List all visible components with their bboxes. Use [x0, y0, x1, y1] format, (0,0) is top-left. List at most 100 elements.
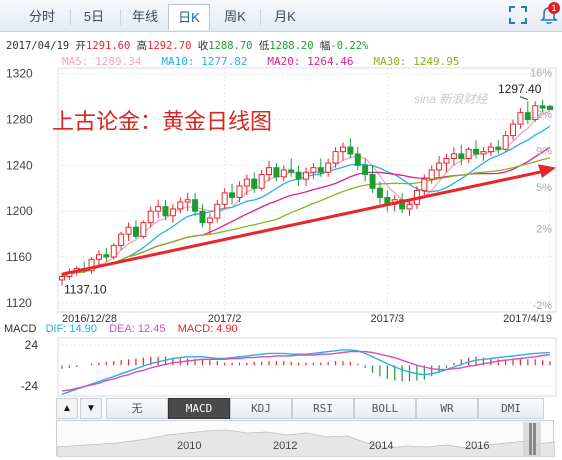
- overlay-title: 上古论金：黄金日线图: [52, 110, 273, 135]
- price-plot-frame: [57, 67, 557, 313]
- y-tick-label: 1120: [6, 296, 32, 310]
- ma20-label: MA20: 1264.46: [267, 55, 354, 68]
- candle-body: [229, 192, 236, 198]
- candle-body: [303, 171, 309, 180]
- quote-date: 2017/04/19: [6, 40, 70, 52]
- pct-tick-label: -2%: [532, 300, 552, 312]
- candle-body: [288, 169, 295, 173]
- candle-body: [317, 167, 324, 173]
- high-value: 1292.70: [147, 40, 192, 52]
- candle-body: [524, 112, 531, 121]
- candle-body: [206, 217, 213, 224]
- y-tick-label: 1200: [6, 204, 33, 218]
- time-navigator[interactable]: 2010 2012 2014 2016: [56, 420, 556, 458]
- dif-label: DIF: 14.90: [45, 323, 97, 335]
- ma10-line: [61, 125, 551, 278]
- indicator-wr-button[interactable]: WR: [416, 398, 478, 419]
- candle-body: [103, 254, 110, 258]
- x-tick-label: 2017/3: [371, 313, 405, 325]
- navigator-handle[interactable]: [533, 423, 536, 455]
- tab-weekly-k[interactable]: 周K: [224, 9, 246, 24]
- indicator-dmi-button[interactable]: DMI: [478, 398, 544, 419]
- arrowhead-icon: [538, 164, 556, 178]
- candle-body: [436, 162, 443, 171]
- dif-line: [61, 349, 551, 395]
- candle-body: [88, 258, 95, 272]
- close-value: 1288.70: [208, 40, 253, 52]
- candle-body: [251, 178, 258, 189]
- candle-body: [214, 203, 221, 219]
- pct-tick-label: 12%: [530, 109, 552, 121]
- candle-body: [140, 222, 147, 237]
- open-value: 1291.60: [86, 40, 131, 52]
- indicator-button-row: 无 MACD KDJ RSI BOLL WR DMI: [56, 398, 546, 419]
- candle-body: [295, 171, 302, 180]
- navigator-year: 2010: [177, 440, 201, 452]
- ma-legend: MA5: 1289.34 MA10: 1277.82 MA20: 1264.46…: [62, 55, 459, 68]
- scroll-up-button[interactable]: ▲: [56, 398, 78, 419]
- macd-y-tick-label: 24: [25, 338, 39, 352]
- indicator-none-button[interactable]: 无: [106, 398, 168, 419]
- candle-body: [132, 226, 139, 237]
- navigator-year: 2014: [369, 440, 393, 452]
- candle-body: [450, 153, 457, 159]
- candle-body: [95, 254, 102, 260]
- candle-body: [465, 148, 472, 159]
- tab-monthly-k[interactable]: 月K: [274, 9, 296, 24]
- candle-body: [473, 148, 480, 155]
- low-annotation: 1137.10: [64, 283, 107, 297]
- pct-tick-label: 5%: [536, 182, 552, 194]
- macd-y-tick-label: -24: [21, 379, 39, 393]
- candle-body: [310, 167, 317, 173]
- candle-body: [184, 199, 191, 203]
- candle-body: [273, 167, 280, 178]
- candle-body: [118, 233, 125, 247]
- candle-body: [502, 135, 509, 150]
- candle-body: [347, 146, 354, 155]
- y-tick-label: 1280: [6, 113, 33, 127]
- candle-body: [192, 199, 199, 212]
- macd-legend: MACD DIF: 14.90 DEA: 12.45 MACD: 4.90: [4, 323, 238, 335]
- candle-body: [510, 123, 517, 137]
- pct-tick-label: 2%: [536, 223, 552, 235]
- indicator-rsi-button[interactable]: RSI: [292, 398, 354, 419]
- candle-body: [480, 151, 487, 155]
- candle-body: [221, 192, 228, 205]
- indicator-macd-button[interactable]: MACD: [168, 398, 230, 419]
- candle-body: [110, 245, 117, 258]
- tab-daily-k[interactable]: 日K: [168, 4, 210, 30]
- low-label: 低: [258, 40, 270, 52]
- candle-body: [155, 206, 162, 212]
- candle-body: [59, 275, 65, 281]
- candle-body: [428, 169, 435, 180]
- indicator-boll-button[interactable]: BOLL: [354, 398, 416, 419]
- navigator-handle[interactable]: [529, 423, 532, 455]
- y-tick-label: 1320: [6, 67, 33, 81]
- candle-body: [199, 210, 206, 224]
- macd-plot-frame: [57, 337, 557, 397]
- fullscreen-icon[interactable]: [509, 6, 527, 24]
- dea-label: DEA: 12.45: [109, 323, 166, 335]
- change-value: -0.22%: [330, 40, 369, 52]
- high-annotation: 1297.40: [498, 82, 542, 96]
- candle-body: [258, 174, 265, 189]
- ma10-label: MA10: 1277.82: [161, 55, 248, 68]
- tab-divider: [70, 9, 71, 25]
- candle-body: [354, 153, 361, 166]
- candle-body: [399, 199, 406, 210]
- candle-body: [443, 157, 450, 164]
- candle-body: [532, 105, 539, 121]
- ma30-label: MA30: 1249.95: [373, 55, 460, 68]
- scroll-down-button[interactable]: ▼: [80, 398, 102, 419]
- tab-intraday[interactable]: 分时: [28, 9, 55, 24]
- x-tick-label: 2016/12/28: [62, 313, 117, 325]
- candle-body: [147, 210, 154, 224]
- sina-watermark: sina 新浪财经: [414, 92, 488, 106]
- quote-line: 2017/04/19 开1291.60 高1292.70 收1288.70 低1…: [6, 38, 368, 53]
- candle-body: [539, 105, 546, 109]
- tab-5day[interactable]: 5日: [83, 9, 105, 24]
- candle-body: [421, 178, 428, 192]
- indicator-kdj-button[interactable]: KDJ: [230, 398, 292, 419]
- tab-yearly[interactable]: 年线: [131, 9, 158, 24]
